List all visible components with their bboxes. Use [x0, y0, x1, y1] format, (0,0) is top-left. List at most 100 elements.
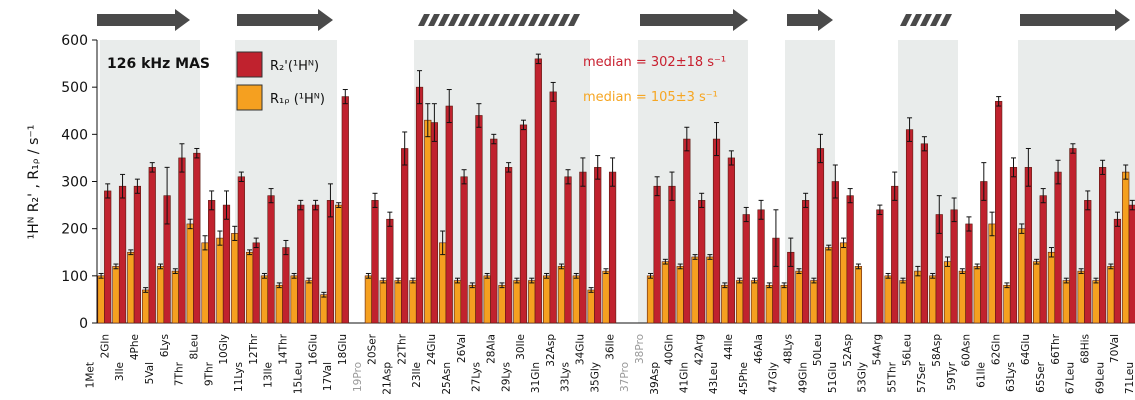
- x-tick-label: 58Asp: [931, 334, 943, 367]
- x-tick-label: 57Ser: [916, 361, 928, 392]
- helix-segment: [920, 14, 932, 26]
- bar: [683, 138, 691, 324]
- helix-icon: [418, 14, 580, 26]
- bar: [579, 171, 587, 324]
- x-tick-label: 18Glu: [337, 334, 349, 365]
- bar: [661, 261, 669, 324]
- bar: [237, 176, 245, 324]
- bar: [498, 284, 506, 324]
- bar: [460, 176, 468, 324]
- bar: [1054, 171, 1062, 324]
- bar: [846, 195, 854, 324]
- x-tick-label: 3Ile: [114, 362, 126, 381]
- bar: [1009, 167, 1018, 324]
- bar: [668, 185, 676, 324]
- x-tick-label: 7Thr: [174, 361, 186, 386]
- x-tick-label: 32Asp: [545, 334, 557, 367]
- x-tick-label: 23Ile: [411, 362, 423, 388]
- x-tick-label: 11Lys: [233, 362, 245, 392]
- x-tick-label: 20Ser: [367, 333, 379, 364]
- bar: [201, 242, 209, 324]
- x-tick-label: 13Ile: [263, 362, 275, 388]
- helix-icon: [900, 14, 952, 26]
- x-tick-label: 60Asn: [961, 334, 973, 367]
- bar: [208, 200, 216, 324]
- bar: [831, 181, 839, 324]
- bar: [222, 204, 231, 324]
- helix-segment: [438, 14, 450, 26]
- x-tick-label: 62Gln: [990, 334, 1002, 365]
- legend-label: R₂'(¹Hᴺ): [270, 59, 319, 74]
- bar: [311, 204, 320, 324]
- bar: [602, 270, 610, 324]
- bar: [920, 143, 929, 324]
- bar: [594, 167, 602, 324]
- x-tick-label: 28Ala: [485, 334, 497, 364]
- bar: [980, 181, 988, 324]
- bar: [326, 200, 335, 324]
- x-tick-label: 37Pro: [619, 362, 631, 392]
- bar: [646, 275, 655, 324]
- x-tick-label: 25Asn: [441, 362, 453, 395]
- bar: [430, 122, 438, 324]
- bar: [401, 148, 409, 324]
- bar: [320, 294, 328, 324]
- bar: [260, 275, 269, 324]
- bar: [810, 280, 818, 324]
- bar: [721, 284, 729, 324]
- x-tick-label: 41Gln: [679, 362, 691, 393]
- bar: [780, 284, 788, 324]
- legend-label: R₁ᵨ (¹Hᴺ): [270, 92, 325, 107]
- secondary-structure-icons: [97, 9, 1130, 31]
- bar: [884, 275, 892, 324]
- x-tick-label: 38Pro: [634, 334, 646, 364]
- bar: [415, 86, 424, 324]
- bar: [929, 275, 937, 324]
- x-tick-label: 67Leu: [1065, 362, 1077, 394]
- x-tick-label: 59Tyr: [946, 361, 958, 390]
- x-tick-label: 50Leu: [812, 334, 824, 366]
- x-tick-label: 33Lys: [560, 362, 572, 392]
- x-tick-label: 2Gln: [99, 334, 111, 358]
- bar: [1084, 200, 1092, 324]
- x-tick-label: 51Glu: [827, 362, 839, 393]
- bar: [839, 242, 848, 324]
- bar: [216, 237, 224, 324]
- bar: [424, 119, 432, 324]
- bar: [742, 214, 750, 324]
- helix-segment: [468, 14, 480, 26]
- bar: [1039, 195, 1047, 324]
- bar: [178, 157, 186, 324]
- helix-segment: [518, 14, 530, 26]
- bar: [564, 176, 572, 324]
- legend-swatch: [236, 84, 263, 111]
- x-tick-label: 4Phe: [129, 334, 141, 360]
- helix-segment: [508, 14, 520, 26]
- x-tick-label: 1Met: [85, 362, 97, 388]
- bar: [171, 270, 179, 324]
- bar: [795, 270, 803, 324]
- x-tick-label: 29Lys: [500, 362, 512, 392]
- helix-segment: [930, 14, 942, 26]
- bar: [757, 209, 765, 324]
- bar: [712, 138, 721, 324]
- bar: [148, 167, 156, 324]
- y-tick-label: 300: [61, 175, 88, 191]
- x-tick-label: 70Val: [1109, 334, 1121, 363]
- bar: [127, 251, 135, 324]
- bar: [1128, 204, 1135, 324]
- x-tick-label: 56Leu: [901, 334, 913, 366]
- bar: [453, 280, 462, 324]
- x-tick-label: 21Asp: [382, 362, 394, 395]
- bar: [297, 204, 305, 324]
- bar: [691, 256, 699, 324]
- bar: [305, 280, 313, 324]
- bar: [1003, 284, 1011, 324]
- x-tick-label: 53Gly: [857, 362, 869, 393]
- bar: [186, 223, 194, 324]
- x-tick-label: 19Pro: [352, 362, 364, 392]
- bar: [542, 275, 551, 324]
- x-tick-label: 24Glu: [426, 334, 438, 365]
- y-tick-label: 500: [61, 80, 88, 96]
